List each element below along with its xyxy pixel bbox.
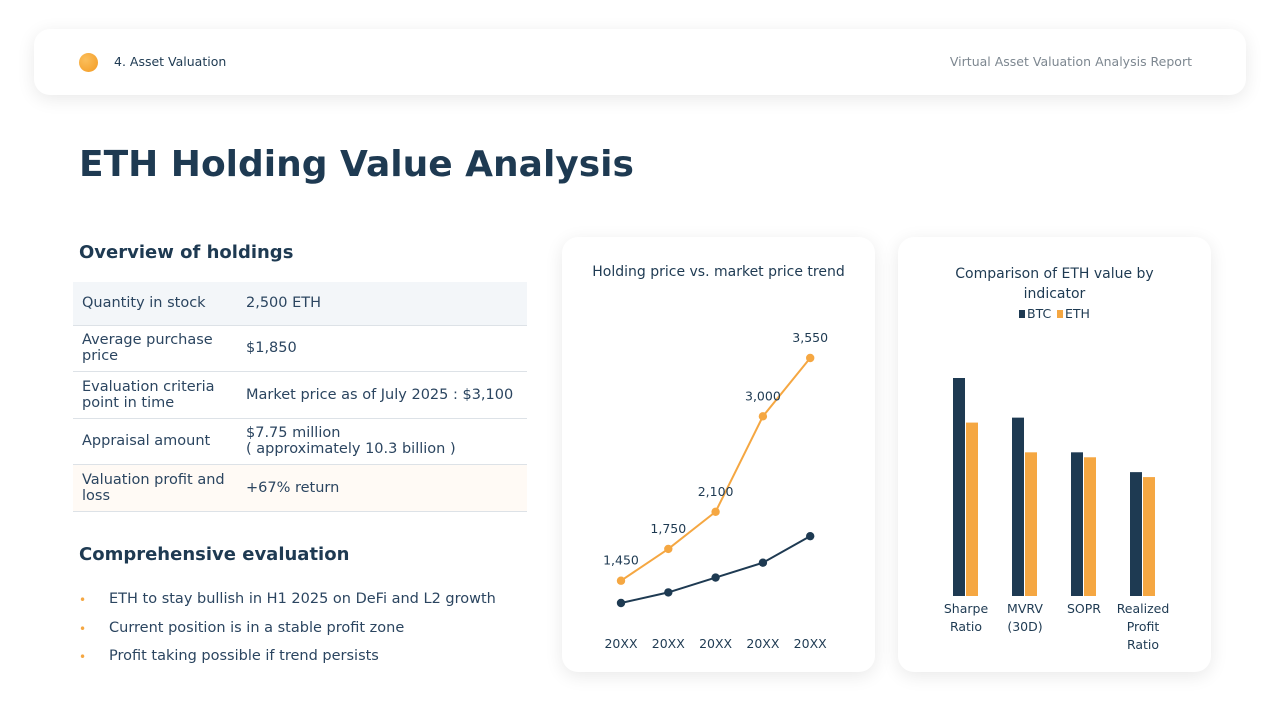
legend-swatch [1057,310,1063,318]
cell: Valuation profit and loss [73,464,237,512]
data-point [711,507,720,516]
chart-title: Comparison of ETH value by indicator [955,266,1154,302]
cell: $1,850 [237,325,527,372]
cell: Appraisal amount [73,418,237,465]
data-label: 2,100 [698,484,734,499]
legend-label: BTC [1027,306,1051,321]
cell: $7.75 million( approximately 10.3 billio… [237,418,527,465]
x-tick-label: SOPR [1067,601,1101,616]
bar [1130,472,1142,596]
chart-title: Holding price vs. market price trend [592,264,845,280]
data-label: 3,550 [792,330,828,345]
line-series [620,535,811,604]
bullet: Profit taking possible if trend persists [79,648,496,677]
report-name: Virtual Asset Valuation Analysis Report [949,54,1192,69]
cell: Quantity in stock [73,282,237,326]
bar [1071,452,1083,596]
bar-chart-card: Comparison of ETH value by indicator BTC… [898,237,1211,672]
bar-chart: BTC ETH [953,306,1155,596]
bar [1012,417,1024,596]
data-point [758,558,768,567]
holdings-table: Quantity in stock 2,500 ETH Average purch… [73,282,527,512]
bullet: ETH to stay bullish in H1 2025 on DeFi a… [79,591,496,620]
bullet: Current position is in a stable profit z… [79,620,496,649]
data-point [806,531,815,541]
x-tick-label: 20XX [794,636,827,651]
x-tick-label: 20XX [604,636,637,651]
data-point [664,588,673,597]
bar [966,422,978,596]
cell: Average purchase price [73,325,237,372]
table-row: Appraisal amount $7.75 million( approxima… [73,418,527,465]
evaluation-list: ETH to stay bullish in H1 2025 on DeFi a… [79,591,496,677]
x-tick-label: 20XX [652,636,685,651]
bar [1084,457,1096,596]
data-point [711,573,720,582]
bar [1143,477,1155,596]
cell-line: $7.75 million [246,425,341,441]
data-label: 1,750 [650,521,686,536]
section-heading: Comprehensive evaluation [79,544,350,565]
data-label: 3,000 [745,388,781,403]
cell: 2,500 ETH [237,282,527,326]
legend-label: ETH [1065,306,1090,321]
page-title: ETH Holding Value Analysis [79,144,634,185]
table-row: Evaluation criteria point in time Market … [73,371,527,419]
bar [953,378,965,596]
bar [1025,452,1037,596]
cell-line: ( approximately 10.3 billion ) [246,441,456,457]
section-label: 4. Asset Valuation [114,54,227,69]
header-bar: 4. Asset Valuation Virtual Asset Valuati… [34,29,1246,95]
table-row: Quantity in stock 2,500 ETH [73,282,527,326]
cell: Evaluation criteria point in time [73,371,237,419]
line-chart: 20XX 20XX 20XX 20XX 20XX 1,450 1,750 2,100 3,000… [603,330,828,651]
data-point [758,412,768,421]
data-point [616,598,626,608]
section-dot [79,53,98,72]
x-tick-label: 20XX [746,636,779,651]
line-chart-card: Holding price vs. market price trend 20X… [562,237,875,672]
data-label: 1,450 [603,553,639,568]
cell: +67% return [237,464,527,512]
cell: Market price as of July 2025 : $3,100 [237,371,527,419]
x-tick-label: Realized Profit Ratio [1116,601,1170,652]
x-tick-label: MVRV (30D) [1007,601,1043,634]
data-point [616,576,626,585]
table-row: Valuation profit and loss +67% return [73,464,527,512]
legend-swatch [1019,310,1025,318]
data-point [664,544,673,554]
data-point [806,353,815,363]
x-tick-label: 20XX [699,636,732,651]
table-row: Average purchase price $1,850 [73,325,527,372]
line-series [620,357,811,582]
section-heading: Overview of holdings [79,242,294,263]
x-tick-label: Sharpe Ratio [943,601,989,634]
